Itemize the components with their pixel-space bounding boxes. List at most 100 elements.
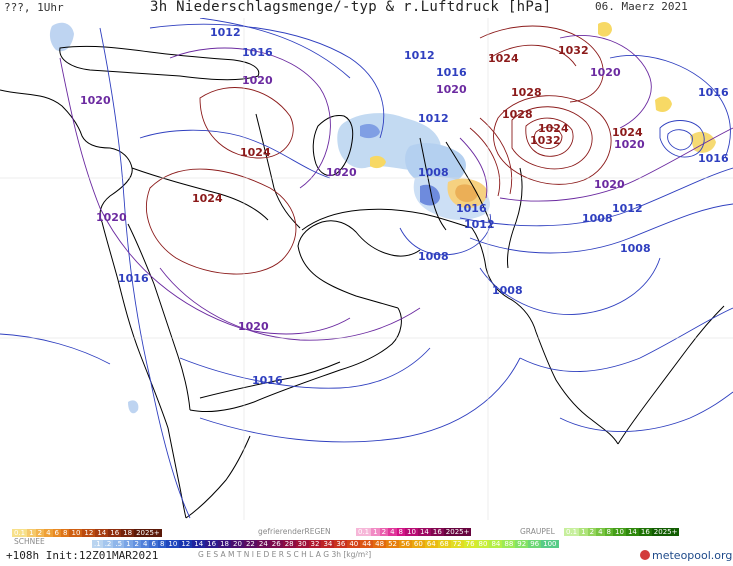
legend-swatch: 22 [243,540,257,548]
legend-swatch: 10 [166,540,180,548]
map-header: ???, 1Uhr 3h Niederschlagsmenge/-typ & r… [0,0,733,18]
legend-swatch: 2025+ [651,528,680,536]
coast-pakistan-india [471,227,619,445]
legend-swatch: 30 [295,540,309,548]
coast-india-east [617,305,725,445]
isobar-label: 1016 [456,202,487,215]
coast-gulf [297,220,421,309]
isobar-1012-south [199,357,521,443]
isobar-label: 1020 [436,83,467,96]
isobar-label: 1016 [252,374,283,387]
legend-swatch: 100 [541,540,559,548]
graticule [0,18,733,520]
legend-swatch: 12 [179,540,193,548]
isobar-label: 1012 [210,26,241,39]
legend-swatch: 8 [604,528,614,536]
legend-swatch: 6 [52,529,62,537]
legend-swatch: 14 [625,528,639,536]
isobar-label: 1012 [612,202,643,215]
isobar-label: 1012 [418,112,449,125]
legend-swatch: 2025+ [443,528,472,536]
isobar-1012-blue [0,333,111,365]
isobar-1012-north [199,18,351,79]
isobar-1024-arabia [146,168,297,275]
logo-icon [640,550,650,560]
isobar-label: 1020 [238,320,269,333]
legend-swatch: 96 [528,540,542,548]
legend-swatch: 16 [205,540,219,548]
precip-core-blue [420,184,440,206]
logo-text: meteopool.org [652,549,733,562]
snow-patch-ne-3 [598,22,612,37]
isobar-label: 1024 [240,146,271,159]
snow-patch-ne-2 [690,131,716,153]
isobar-label: 1020 [590,66,621,79]
legend-swatch: 36 [334,540,348,548]
isobar-1016-arabia [139,129,331,179]
legend-swatch: 8 [61,529,70,537]
isobar-labels: 1012101610201020102410241020101610201020… [80,26,729,387]
init-run-label: +108h Init:12Z01MAR2021 [6,549,159,562]
meteopool-logo[interactable]: meteopool.org [640,549,732,562]
isobar-1012-east [469,203,733,254]
legend-swatch: 92 [515,540,529,548]
legend-swatch: 16 [430,528,444,536]
legend-swatch: 1 [579,528,588,536]
isobar-1008-india [479,257,661,315]
legend-swatch: 76 [463,540,477,548]
total-precip-label: G E S A M T N I E D E R S C H L A G 3h [… [198,550,372,559]
run-time-label: ???, 1Uhr [4,1,64,14]
total-precip-scale: .1.2.5 1 2 4 6 8 10 12 14 16 18 20 22 24 26 28 30 32 34 36 4… [92,540,559,548]
legend-swatch: 1 [124,540,133,548]
isobar-label: 1020 [594,178,625,191]
legend-swatch: 10 [405,528,418,536]
legend-swatch: .2 [102,540,114,548]
isobar-label: 1024 [488,52,519,65]
legend-swatch: .1 [92,540,103,548]
precip-core-blue-2 [360,124,380,139]
legend-swatch: 40 [347,540,361,548]
coast-somalia [185,435,251,519]
legend-swatch: 4 [44,529,53,537]
isobar-label: 1016 [436,66,467,79]
legend-swatch: 2 [35,529,45,537]
legend-swatch: 2 [132,540,141,548]
isobar-label: 1008 [418,166,449,179]
coast-red-sea-west [101,221,187,519]
legend-swatch: 24 [256,540,270,548]
isobar-label: 1020 [96,211,127,224]
legend-swatch: 14 [192,540,206,548]
pressure-precip-map: 1012101610201020102410241020101610201020… [0,18,733,520]
border-iran-iraq [255,113,301,229]
legend-swatch: 0.1 [564,528,580,536]
snow-patch-ne [655,96,672,112]
legend-swatch: 4 [596,528,605,536]
legend-swatch: 28 [282,540,296,548]
freezing-rain-scale: 0.1 1 2 4 8 10 14 16 2025+ [356,528,472,536]
isobar-label: 1020 [326,166,357,179]
legend-swatch: 68 [437,540,451,548]
legend-swatch: 88 [502,540,516,548]
isobar-1016-south [179,347,431,389]
isobar-1008-low [399,213,492,256]
graupel-scale: 0.1 1 2 4 8 10 14 16 2025+ [564,528,680,536]
isobar-label: 1028 [511,86,542,99]
valid-date: 06. Maerz 2021 [595,0,688,13]
legend-swatch: 4 [388,528,397,536]
legend-area: 0.1 1 2 4 6 8 10 12 14 16 18 2025+ SCHNEE gefrieren… [0,520,733,566]
isobar-label: 1012 [404,49,435,62]
border-iran-afghan [419,137,447,231]
isobar-label: 1028 [502,108,533,121]
legend-swatch: 1 [371,528,380,536]
isobar-1016-east [459,167,733,227]
border-arabia-north [131,167,269,221]
legend-swatch: 20 [231,540,244,548]
isobar-1012-india-south [559,391,733,432]
isobar-1016-pak-tight [459,137,488,199]
isobar-label: 1024 [538,122,569,135]
isobar-label: 1032 [558,44,589,57]
isobar-label: 1016 [118,272,149,285]
legend-swatch: 6 [149,540,158,548]
legend-swatch: 12 [82,529,96,537]
